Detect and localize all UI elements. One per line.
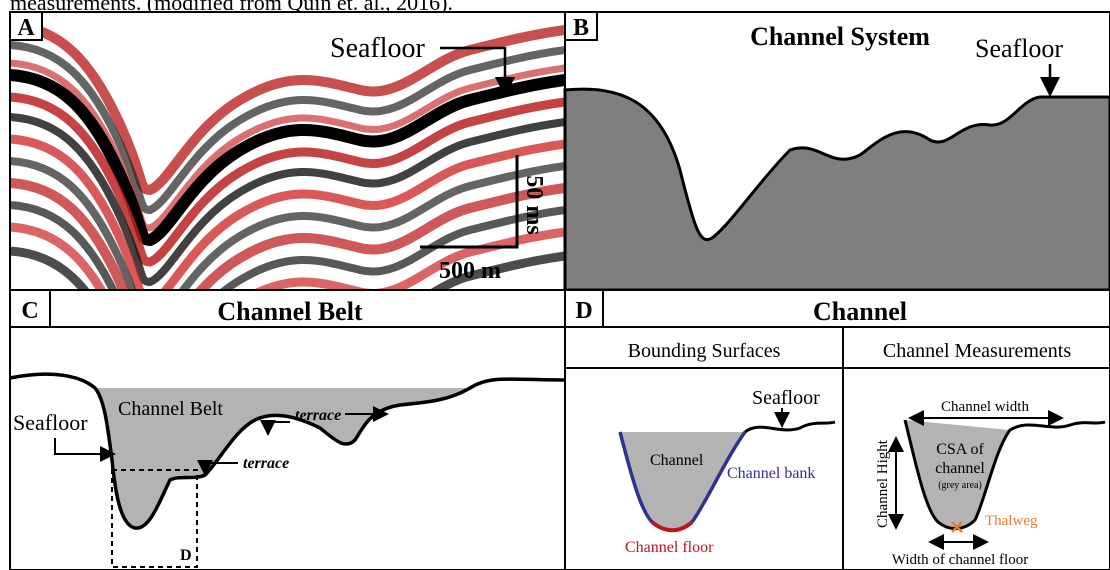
- seafloor-label: Seafloor: [13, 410, 88, 435]
- panel-title: Channel Belt: [217, 297, 363, 326]
- subpanel-title: Bounding Surfaces: [628, 340, 781, 362]
- csa-label: CSA of: [936, 441, 984, 458]
- width-label: Channel width: [941, 399, 1029, 415]
- panel-title: Channel System: [750, 22, 930, 51]
- seafloor-label: Seafloor: [975, 34, 1063, 63]
- floor-width-label: Width of channel floor: [892, 552, 1028, 568]
- csa-label: channel: [935, 460, 985, 477]
- horizontal-scale: 500 m: [439, 258, 501, 284]
- panel-label: A: [17, 15, 35, 41]
- subpanel-title: Channel Measurements: [883, 340, 1071, 362]
- terrace-label: terrace: [243, 455, 289, 472]
- panel-label: B: [573, 15, 589, 41]
- seafloor-label: Seafloor: [752, 387, 820, 409]
- floor-label: Channel floor: [625, 539, 714, 556]
- panel-label: C: [21, 298, 38, 324]
- channel-label: Channel: [650, 452, 704, 469]
- thalweg-label: Thalweg: [985, 513, 1038, 529]
- bank-label: Channel bank: [727, 465, 815, 482]
- panel-title: Channel: [813, 297, 907, 326]
- panel-label: D: [575, 298, 592, 324]
- seafloor-label: Seafloor: [330, 33, 426, 64]
- terrace-label: terrace: [295, 407, 341, 424]
- inset-label: D: [180, 547, 192, 564]
- vertical-scale: 50 ms: [521, 175, 547, 234]
- height-label: Channel Hight: [875, 439, 891, 528]
- belt-label: Channel Belt: [118, 398, 223, 420]
- csa-note: (grey area): [938, 480, 982, 491]
- figure: measurements. (modified from Quin et. al…: [0, 0, 1110, 570]
